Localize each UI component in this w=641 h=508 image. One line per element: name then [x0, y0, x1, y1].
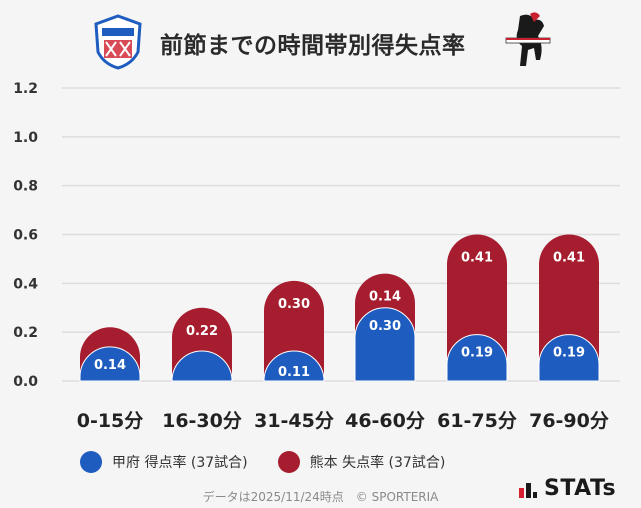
stats-logo: STATs: [518, 476, 616, 501]
y-tick-label: 0.8: [13, 179, 38, 195]
title-row: 前節までの時間帯別得失点率: [0, 0, 641, 80]
category-label: 31-45分: [254, 410, 334, 432]
chart-title: 前節までの時間帯別得失点率: [160, 33, 466, 59]
gridlines: [62, 87, 620, 382]
category-label: 46-60分: [345, 410, 425, 432]
bar-label-home: 0.11: [278, 365, 310, 380]
legend-label-away: 熊本 失点率 (37試合): [309, 455, 446, 471]
category-labels: 0-15分 16-30分 31-45分 46-60分 61-75分 76-90分: [77, 410, 609, 432]
y-tick-label: 0.2: [13, 325, 38, 341]
y-tick-label: 0.6: [13, 228, 38, 244]
bar-home: [538, 334, 600, 382]
legend-item-home: 甲府 得点率 (37試合): [80, 451, 248, 473]
y-axis-ticks: 0.0 0.2 0.4 0.6 0.8 1.0 1.2: [13, 81, 38, 390]
y-tick-label: 1.2: [13, 81, 38, 97]
bar-label-home: 0.19: [461, 346, 493, 361]
bars: 0.14 0.22 0.30 0.11 0.14 0.30 0.41 0.19 0.41 0.19: [79, 234, 600, 382]
legend-swatch-away: [277, 451, 300, 473]
category-label: 16-30分: [162, 410, 242, 432]
bar-home: [79, 346, 141, 382]
bar-home: [171, 350, 233, 382]
ventforet-kofu-emblem-icon: [94, 14, 142, 70]
bar-label-away: 0.41: [461, 251, 493, 266]
roasso-kumamoto-emblem-icon: [505, 12, 551, 67]
bar-home: [263, 350, 325, 382]
bar-label-away: 0.22: [186, 324, 218, 339]
stats-brand-name: STATs: [544, 476, 617, 501]
legend-item-away: 熊本 失点率 (37試合): [277, 451, 446, 473]
bar-label-away: 0.41: [553, 251, 585, 266]
bar-chart: 0.00.20.40.60.81.01.2 0.140.220.300.110.…: [13, 81, 620, 432]
category-label: 0-15分: [77, 410, 144, 432]
y-tick-label: 0.4: [13, 276, 38, 292]
bar-label-home: 0.14: [94, 358, 126, 373]
legend-label-home: 甲府 得点率 (37試合): [112, 455, 248, 471]
bar-home: [354, 307, 416, 382]
footnote: データは2025/11/24時点 © SPORTERIA: [202, 490, 439, 504]
bar-label-away: 0.30: [278, 297, 310, 312]
y-tick-label: 1.0: [13, 130, 38, 146]
stats-bars-icon: [519, 482, 537, 498]
bar-label-away: 0.14: [369, 290, 401, 305]
legend: 甲府 得点率 (37試合) 熊本 失点率 (37試合): [80, 450, 475, 474]
category-label: 61-75分: [437, 410, 517, 432]
legend-swatch-home: [80, 451, 102, 473]
category-label: 76-90分: [529, 410, 609, 432]
bar-label-home: 0.19: [553, 346, 585, 361]
bar-label-home: 0.30: [369, 319, 401, 334]
y-tick-label: 0.0: [13, 374, 38, 390]
bar-home: [446, 334, 508, 382]
